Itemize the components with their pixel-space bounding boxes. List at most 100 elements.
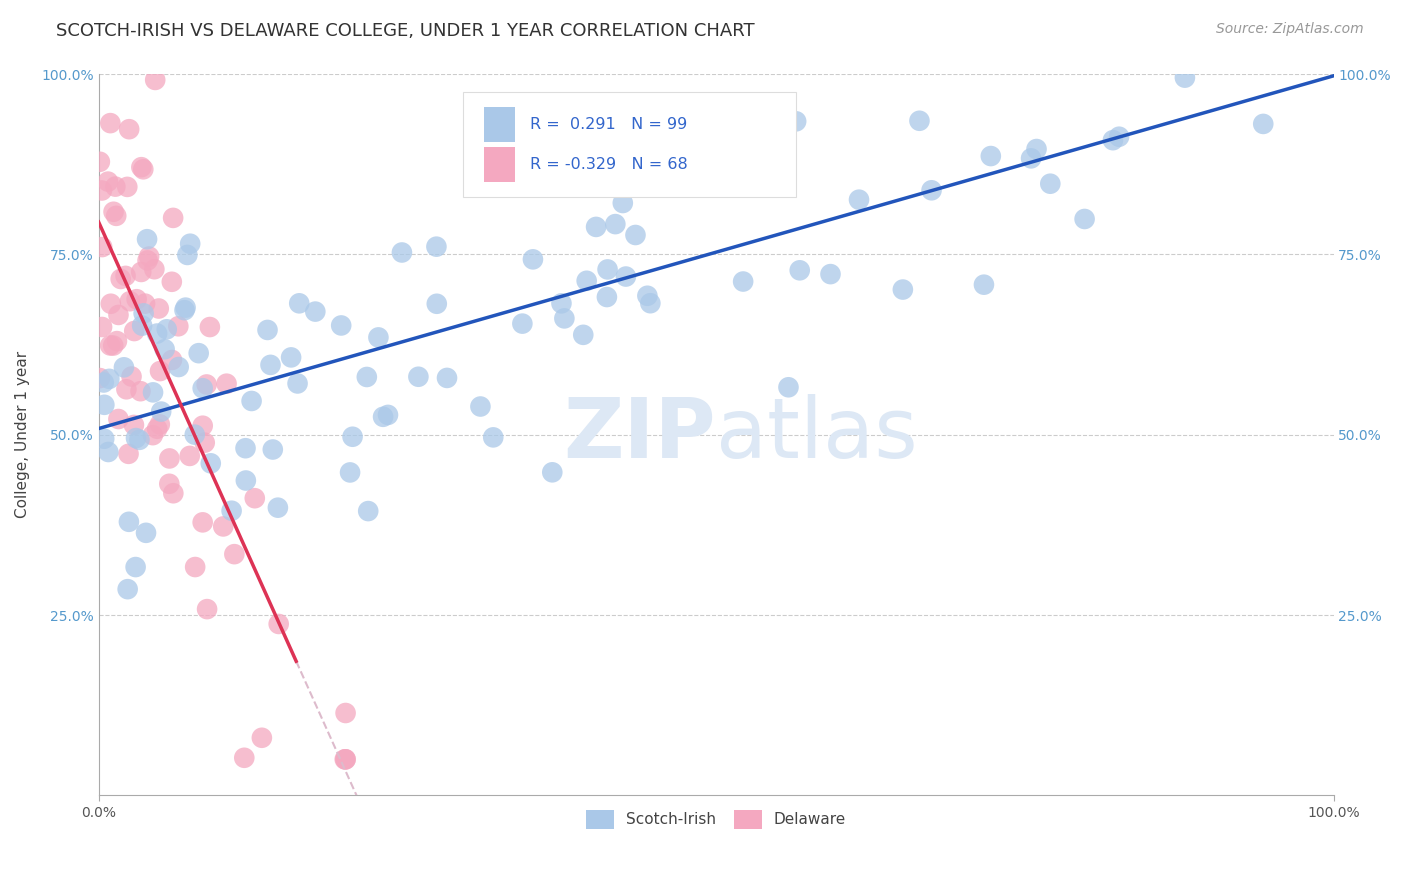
Point bbox=[243, 491, 266, 506]
Point bbox=[157, 476, 180, 491]
Point bbox=[212, 519, 235, 533]
Point bbox=[195, 377, 218, 392]
Point bbox=[636, 289, 658, 303]
Point bbox=[215, 376, 238, 391]
Point bbox=[1025, 142, 1047, 156]
Point bbox=[550, 296, 572, 310]
Point bbox=[706, 153, 728, 167]
Point bbox=[179, 449, 201, 463]
Point bbox=[512, 317, 534, 331]
Point bbox=[157, 451, 180, 466]
Point bbox=[585, 219, 607, 234]
Point bbox=[541, 466, 564, 480]
Point bbox=[1108, 129, 1130, 144]
Point bbox=[131, 318, 153, 333]
Point bbox=[224, 547, 246, 561]
Point bbox=[174, 301, 197, 315]
Point bbox=[596, 262, 619, 277]
Point bbox=[129, 384, 152, 399]
Point bbox=[143, 73, 166, 87]
Point bbox=[356, 370, 378, 384]
Point bbox=[191, 516, 214, 530]
Point bbox=[97, 175, 120, 189]
Point bbox=[367, 330, 389, 344]
Point bbox=[112, 360, 135, 375]
Text: Source: ZipAtlas.com: Source: ZipAtlas.com bbox=[1216, 22, 1364, 37]
Point bbox=[149, 364, 172, 378]
Point bbox=[118, 515, 141, 529]
Point bbox=[789, 263, 811, 277]
Point bbox=[339, 466, 361, 480]
Point bbox=[572, 327, 595, 342]
Point bbox=[167, 319, 190, 334]
Point bbox=[132, 162, 155, 177]
FancyBboxPatch shape bbox=[484, 107, 515, 142]
Point bbox=[280, 351, 302, 365]
Text: R = -0.329   N = 68: R = -0.329 N = 68 bbox=[530, 157, 688, 171]
Point bbox=[288, 296, 311, 310]
Point bbox=[156, 322, 179, 336]
Point bbox=[1019, 152, 1042, 166]
Point bbox=[132, 306, 155, 320]
Point bbox=[575, 274, 598, 288]
Point bbox=[221, 504, 243, 518]
Point bbox=[150, 404, 173, 418]
Point bbox=[148, 301, 170, 316]
Point bbox=[408, 369, 430, 384]
Point bbox=[733, 275, 755, 289]
Point bbox=[128, 433, 150, 447]
Point bbox=[176, 248, 198, 262]
Point bbox=[659, 141, 682, 155]
Point bbox=[377, 408, 399, 422]
Point bbox=[136, 232, 159, 246]
Point bbox=[482, 430, 505, 444]
Point bbox=[110, 272, 132, 286]
Point bbox=[146, 422, 169, 436]
Point bbox=[146, 326, 169, 341]
Point bbox=[103, 204, 125, 219]
Point bbox=[184, 560, 207, 574]
Point bbox=[100, 297, 122, 311]
Point bbox=[117, 447, 139, 461]
Point bbox=[118, 122, 141, 136]
Point bbox=[105, 209, 128, 223]
Point bbox=[371, 409, 394, 424]
Point bbox=[330, 318, 353, 333]
Point bbox=[1095, 53, 1118, 67]
Legend: Scotch-Irish, Delaware: Scotch-Irish, Delaware bbox=[579, 804, 852, 835]
Point bbox=[262, 442, 284, 457]
Point bbox=[553, 311, 575, 326]
Point bbox=[160, 353, 183, 368]
Point bbox=[287, 376, 309, 391]
Point bbox=[614, 269, 637, 284]
Text: SCOTCH-IRISH VS DELAWARE COLLEGE, UNDER 1 YEAR CORRELATION CHART: SCOTCH-IRISH VS DELAWARE COLLEGE, UNDER … bbox=[56, 22, 755, 40]
Point bbox=[425, 240, 447, 254]
Point bbox=[107, 308, 129, 322]
Point bbox=[256, 323, 278, 337]
Point bbox=[93, 432, 115, 446]
Point bbox=[104, 179, 127, 194]
Point bbox=[596, 290, 619, 304]
Point bbox=[118, 294, 141, 309]
Point bbox=[162, 486, 184, 500]
Point bbox=[98, 338, 121, 352]
Point bbox=[250, 731, 273, 745]
Point bbox=[342, 430, 364, 444]
Point bbox=[184, 427, 207, 442]
Point bbox=[191, 418, 214, 433]
Point bbox=[198, 320, 221, 334]
Point bbox=[162, 211, 184, 225]
Point bbox=[1102, 133, 1125, 147]
Point bbox=[333, 752, 356, 766]
Point bbox=[179, 236, 201, 251]
Point bbox=[136, 253, 159, 268]
Point bbox=[426, 297, 449, 311]
Point bbox=[115, 382, 138, 396]
Point bbox=[1039, 177, 1062, 191]
Point bbox=[848, 193, 870, 207]
Point bbox=[114, 268, 136, 283]
Point bbox=[124, 560, 146, 574]
Point bbox=[640, 296, 662, 310]
Point bbox=[122, 417, 145, 432]
Point bbox=[107, 412, 129, 426]
